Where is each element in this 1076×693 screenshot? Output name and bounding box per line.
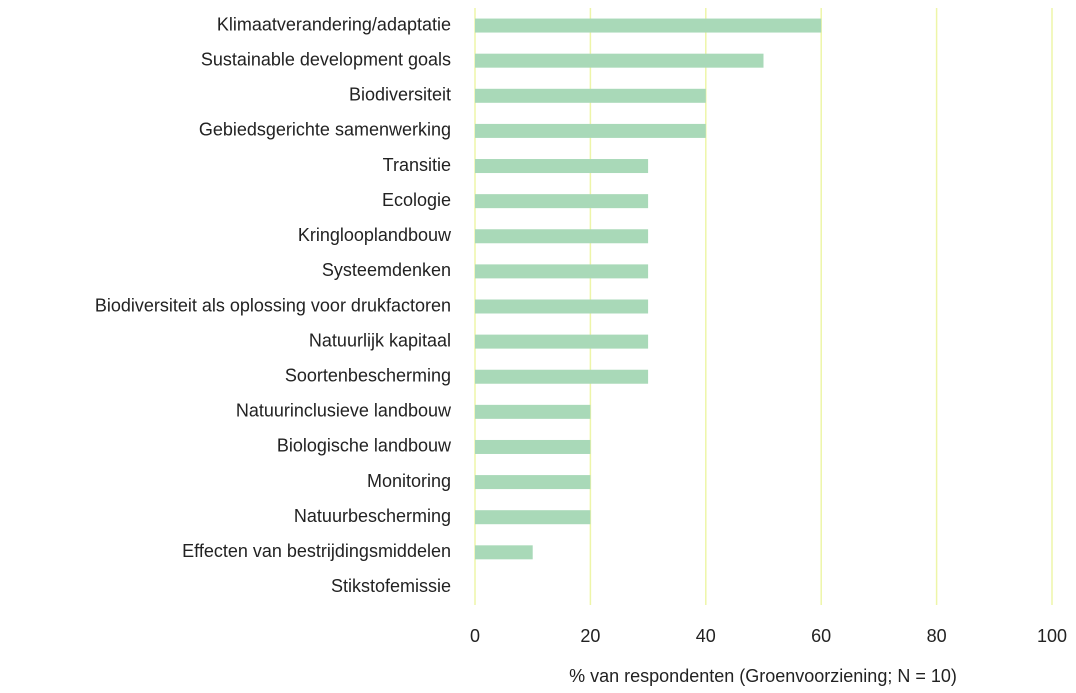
bar xyxy=(475,299,649,314)
bar xyxy=(475,88,706,103)
x-tick-label: 0 xyxy=(470,626,480,646)
y-tick-label: Systeemdenken xyxy=(322,260,451,280)
bar xyxy=(475,53,764,68)
y-tick-label: Natuurbescherming xyxy=(294,506,451,526)
y-tick-label: Effecten van bestrijdingsmiddelen xyxy=(182,541,451,561)
y-tick-label: Gebiedsgerichte samenwerking xyxy=(199,120,451,140)
x-tick-label: 20 xyxy=(580,626,600,646)
bar xyxy=(475,264,649,279)
bar xyxy=(475,194,649,209)
bar xyxy=(475,475,591,490)
bar xyxy=(475,18,822,33)
y-tick-label: Transitie xyxy=(383,155,451,175)
bar xyxy=(475,334,649,349)
y-tick-label: Sustainable development goals xyxy=(201,49,451,69)
x-tick-label: 60 xyxy=(811,626,831,646)
bar xyxy=(475,123,706,138)
bar xyxy=(475,510,591,525)
y-tick-label: Monitoring xyxy=(367,471,451,491)
bar xyxy=(475,545,533,560)
y-tick-label: Natuurlijk kapitaal xyxy=(309,330,451,350)
y-tick-label: Biologische landbouw xyxy=(277,436,452,456)
y-tick-label: Soortenbescherming xyxy=(285,365,451,385)
bar xyxy=(475,229,649,244)
x-tick-label: 80 xyxy=(927,626,947,646)
bar xyxy=(475,159,649,174)
x-tick-label: 40 xyxy=(696,626,716,646)
y-tick-label: Ecologie xyxy=(382,190,451,210)
y-tick-label: Klimaatverandering/adaptatie xyxy=(217,14,451,34)
y-tick-label: Natuurinclusieve landbouw xyxy=(236,401,452,421)
y-tick-label: Biodiversiteit als oplossing voor drukfa… xyxy=(95,295,451,315)
bar xyxy=(475,404,591,419)
x-tick-label: 100 xyxy=(1037,626,1067,646)
bar xyxy=(475,439,591,454)
y-tick-label: Kringlooplandbouw xyxy=(298,225,452,245)
y-tick-label: Stikstofemissie xyxy=(331,576,451,596)
y-tick-label: Biodiversiteit xyxy=(349,85,451,105)
bar xyxy=(475,369,649,384)
x-axis-label: % van respondenten (Groenvoorziening; N … xyxy=(569,666,957,686)
